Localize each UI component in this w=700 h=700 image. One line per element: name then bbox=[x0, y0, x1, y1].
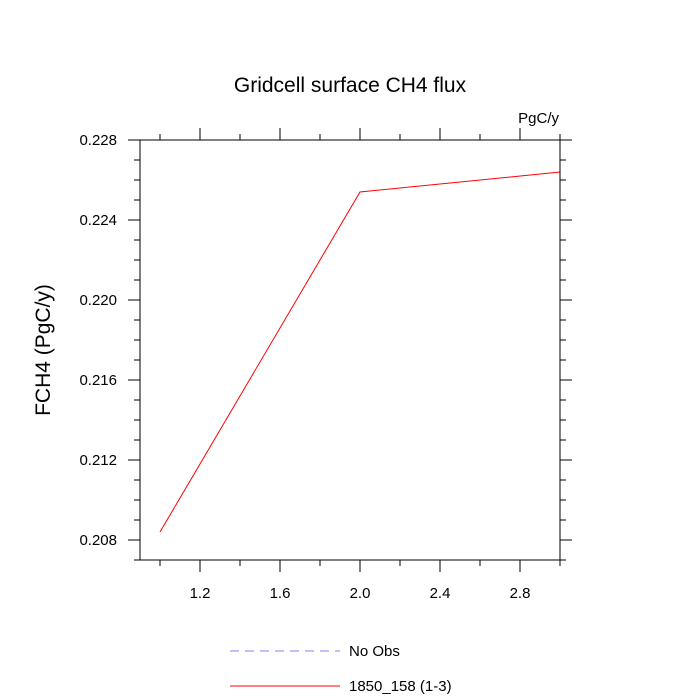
y-tick-label: 0.228 bbox=[79, 132, 117, 149]
legend-label: 1850_158 (1-3) bbox=[349, 678, 452, 695]
x-tick-label: 1.2 bbox=[190, 585, 211, 602]
y-tick-label: 0.216 bbox=[79, 372, 117, 389]
x-tick-label: 2.0 bbox=[350, 585, 371, 602]
y-tick-label: 0.220 bbox=[79, 292, 117, 309]
units-label: PgC/y bbox=[518, 110, 559, 127]
plot-series bbox=[159, 171, 561, 533]
legend-label: No Obs bbox=[349, 643, 400, 660]
x-tick-label: 2.4 bbox=[430, 585, 451, 602]
x-tick-label: 2.8 bbox=[510, 585, 531, 602]
y-tick-label: 0.224 bbox=[79, 212, 117, 229]
y-axis-label: FCH4 (PgC/y) bbox=[32, 284, 55, 416]
y-tick-label: 0.212 bbox=[79, 452, 117, 469]
plot-frame bbox=[139, 139, 561, 561]
y-tick-label: 0.208 bbox=[79, 532, 117, 549]
series-line bbox=[159, 171, 561, 533]
chart-title: Gridcell surface CH4 flux bbox=[234, 74, 467, 97]
legend: No Obs 1850_158 (1-3) bbox=[230, 643, 452, 695]
axis-ticks: 1.2 1.6 2.0 2.4 2.8 0.208 0.212 0.216 0.220 0.224… bbox=[79, 128, 572, 602]
x-tick-label: 1.6 bbox=[270, 585, 291, 602]
